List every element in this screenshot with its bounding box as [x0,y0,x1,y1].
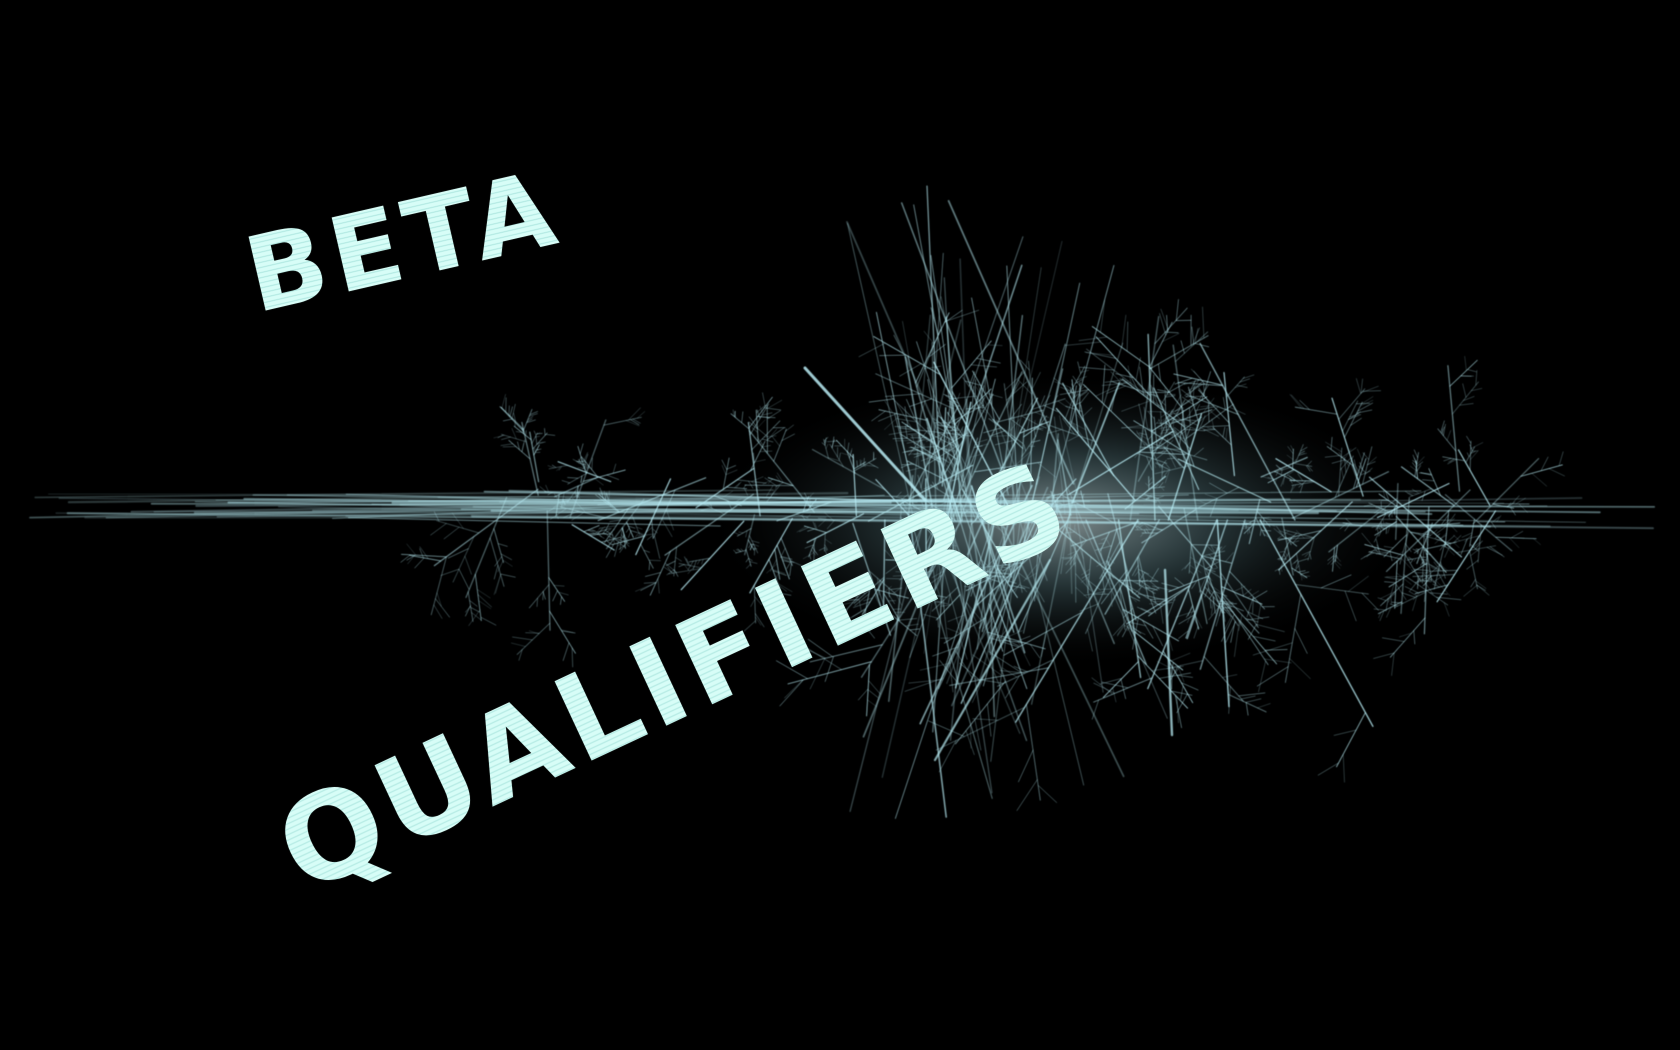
ice-crystal-fractal [29,185,1656,819]
wallpaper: BETA QUALIFIERS [29,146,1656,921]
